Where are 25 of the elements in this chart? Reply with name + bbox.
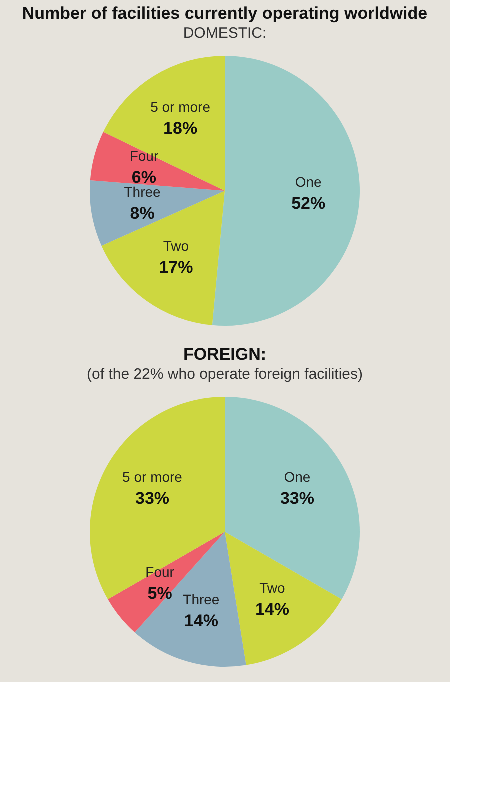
chart-title: Number of facilities currently operating worldwide (22, 4, 428, 23)
data-label: 5% (148, 584, 172, 603)
slice-label: Two (163, 238, 190, 254)
data-label: 52% (292, 194, 326, 213)
chart-subtitle: (of the 22% who operate foreign facilities) (87, 366, 363, 383)
data-label: 14% (184, 611, 218, 630)
data-label: 17% (159, 258, 194, 278)
slice-label: 5 or more (122, 469, 183, 486)
data-label: 14% (255, 600, 290, 619)
chart-subtitle: DOMESTIC: (183, 25, 267, 42)
slice-label: 5 or more (150, 99, 211, 116)
slice-label: Three (183, 591, 220, 608)
pie-slice (212, 56, 360, 326)
chart-title: FOREIGN: (183, 345, 267, 364)
pie-slice (134, 532, 246, 667)
data-label: 33% (280, 489, 314, 508)
data-label: 33% (136, 489, 170, 508)
data-label: 8% (130, 204, 155, 224)
slice-label: One (284, 469, 311, 486)
pie-slice (108, 532, 225, 633)
data-label: 18% (164, 119, 198, 138)
slice-label: Four (130, 148, 159, 164)
slice-label: Two (260, 580, 286, 596)
pie-slice (225, 397, 360, 600)
slice-label: One (295, 174, 322, 190)
